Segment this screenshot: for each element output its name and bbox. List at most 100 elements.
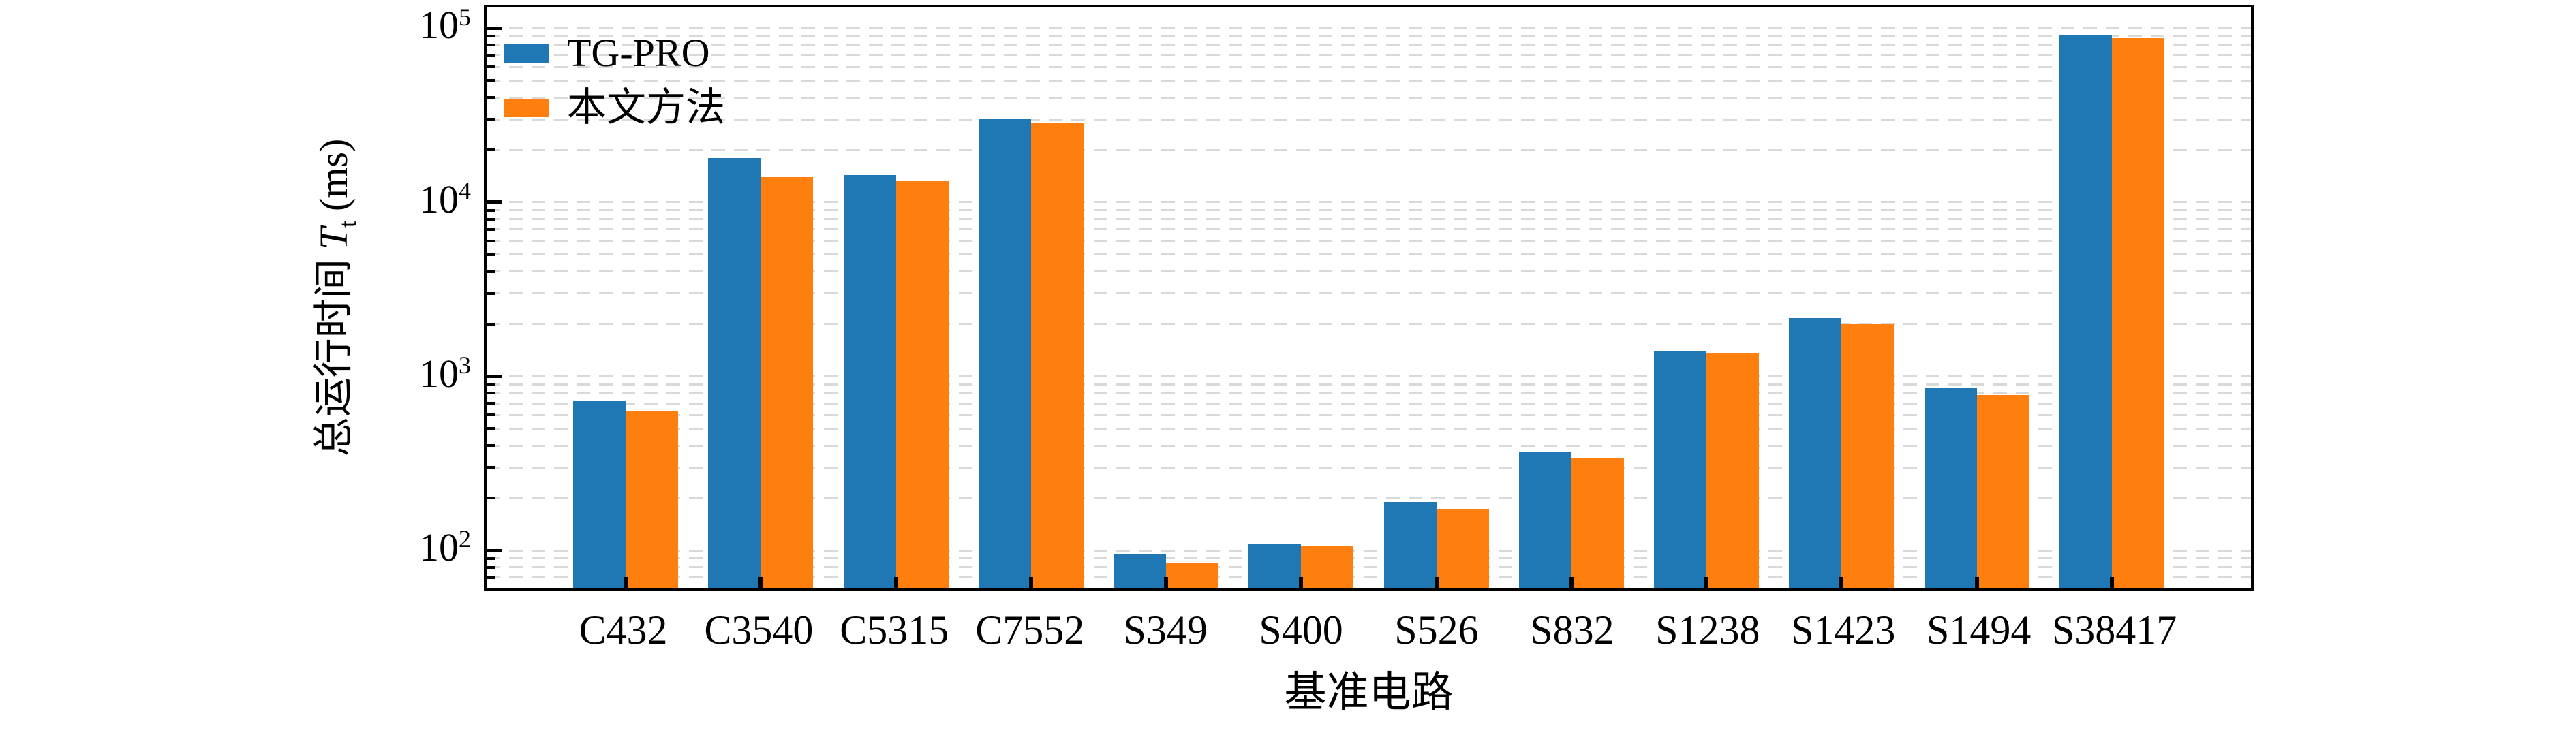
y-minor-tick [487, 427, 495, 430]
bar-本文方法-C3540 [761, 176, 814, 588]
minor-gridline [487, 413, 2251, 416]
bar-group-C7552 [964, 7, 1099, 588]
minor-gridline [487, 79, 2251, 82]
major-gridline [487, 375, 2251, 378]
y-major-tick [487, 200, 502, 204]
minor-gridline [487, 292, 2251, 295]
bar-TG-PRO-S832 [1518, 451, 1571, 588]
x-tick-label-C5315: C5315 [840, 608, 949, 653]
x-major-tick [1974, 577, 1979, 588]
y-minor-tick [487, 444, 495, 448]
x-major-tick [1028, 577, 1033, 588]
y-minor-tick [487, 35, 495, 38]
bar-TG-PRO-S38417 [2059, 34, 2112, 588]
y-minor-tick [487, 239, 495, 242]
minor-gridline [487, 240, 2251, 242]
bar-group-S38417 [2044, 7, 2179, 588]
y-minor-tick [487, 383, 495, 386]
bar-TG-PRO-C5315 [843, 175, 896, 588]
x-tick-label-S1494: S1494 [1926, 608, 2031, 653]
y-minor-tick [487, 556, 495, 560]
y-minor-tick [487, 392, 495, 395]
bar-TG-PRO-S526 [1383, 501, 1437, 588]
minor-gridline [487, 323, 2251, 326]
bar-group-S1238 [1639, 7, 1774, 588]
minor-gridline [487, 148, 2251, 151]
minor-gridline [487, 557, 2251, 560]
legend-row-TG-PRO: TG-PRO [504, 29, 725, 77]
bar-本文方法-S349 [1166, 563, 1219, 588]
y-axis-symbol-subscript: t [333, 221, 361, 228]
x-major-tick [893, 577, 898, 588]
minor-gridline [487, 228, 2251, 231]
x-axis-tick-labels: C432 C3540 C5315 C7552 S349 S400 S526 S832 S1238… [484, 608, 2254, 653]
minor-gridline [487, 65, 2251, 68]
x-major-tick [1704, 577, 1709, 588]
x-tick-label-S1238: S1238 [1655, 608, 1760, 653]
x-major-tick [1434, 577, 1439, 588]
bar-TG-PRO-S1238 [1654, 351, 1707, 588]
major-gridline [487, 549, 2251, 552]
y-minor-tick [487, 217, 495, 221]
y-major-tick [487, 375, 502, 379]
x-major-tick [758, 577, 763, 588]
bar-本文方法-S1494 [1976, 395, 2029, 588]
y-minor-tick [487, 253, 495, 256]
y-minor-tick [487, 270, 495, 273]
minor-gridline [487, 118, 2251, 121]
y-minor-tick [487, 413, 495, 417]
y-minor-tick [487, 44, 495, 47]
y-minor-tick [487, 208, 495, 212]
y-minor-tick [487, 466, 495, 469]
y-minor-tick [487, 79, 495, 82]
x-tick-label-S400: S400 [1259, 608, 1343, 653]
x-major-tick [2109, 577, 2114, 588]
y-tick-label: 104 [419, 176, 472, 221]
x-major-tick [1839, 577, 1844, 588]
y-minor-tick [487, 65, 495, 69]
y-minor-tick [487, 497, 495, 500]
x-major-tick [624, 577, 628, 588]
x-tick-label-S349: S349 [1123, 608, 1208, 653]
legend: TG-PRO 本文方法 [504, 29, 725, 131]
bar-group-S832 [1504, 7, 1639, 588]
minor-gridline [487, 566, 2251, 569]
y-axis-symbol: T [311, 228, 356, 250]
x-tick-label-S526: S526 [1394, 608, 1479, 653]
x-tick-label-S38417: S38417 [2051, 608, 2177, 653]
y-major-tick [487, 26, 502, 30]
bar-TG-PRO-C3540 [708, 157, 761, 588]
bar-本文方法-C7552 [1030, 123, 1084, 588]
bar-TG-PRO-S1423 [1789, 318, 1842, 588]
bar-group-S526 [1369, 7, 1504, 588]
bar-TG-PRO-C7552 [978, 119, 1031, 588]
minor-gridline [487, 270, 2251, 273]
minor-gridline [487, 96, 2251, 99]
minor-gridline [487, 392, 2251, 394]
minor-gridline [487, 253, 2251, 256]
bar-TG-PRO-S400 [1248, 543, 1302, 588]
x-axis-label: 基准电路 [1284, 670, 1454, 716]
minor-gridline [487, 54, 2251, 57]
bar-本文方法-C5315 [895, 181, 949, 588]
bar-group-S1494 [1910, 7, 2044, 588]
bar-group-S400 [1233, 7, 1368, 588]
bar-TG-PRO-S1494 [1924, 388, 1977, 588]
x-tick-label-S832: S832 [1530, 608, 1614, 653]
y-minor-tick [487, 576, 495, 579]
bar-group-S1423 [1774, 7, 1909, 588]
x-tick-label-C3540: C3540 [704, 608, 814, 653]
bar-TG-PRO-C432 [573, 401, 626, 588]
minor-gridline [487, 466, 2251, 469]
y-minor-tick [487, 292, 495, 295]
minor-gridline [487, 497, 2251, 499]
bar-group-C3540 [693, 7, 828, 588]
bar-本文方法-S400 [1301, 545, 1354, 588]
minor-gridline [487, 44, 2251, 46]
bar-本文方法-S832 [1571, 458, 1624, 588]
y-tick-label: 103 [419, 351, 472, 396]
bar-group-C432 [558, 7, 693, 588]
bar-本文方法-C432 [626, 411, 679, 588]
bar-本文方法-S1423 [1841, 324, 1895, 588]
